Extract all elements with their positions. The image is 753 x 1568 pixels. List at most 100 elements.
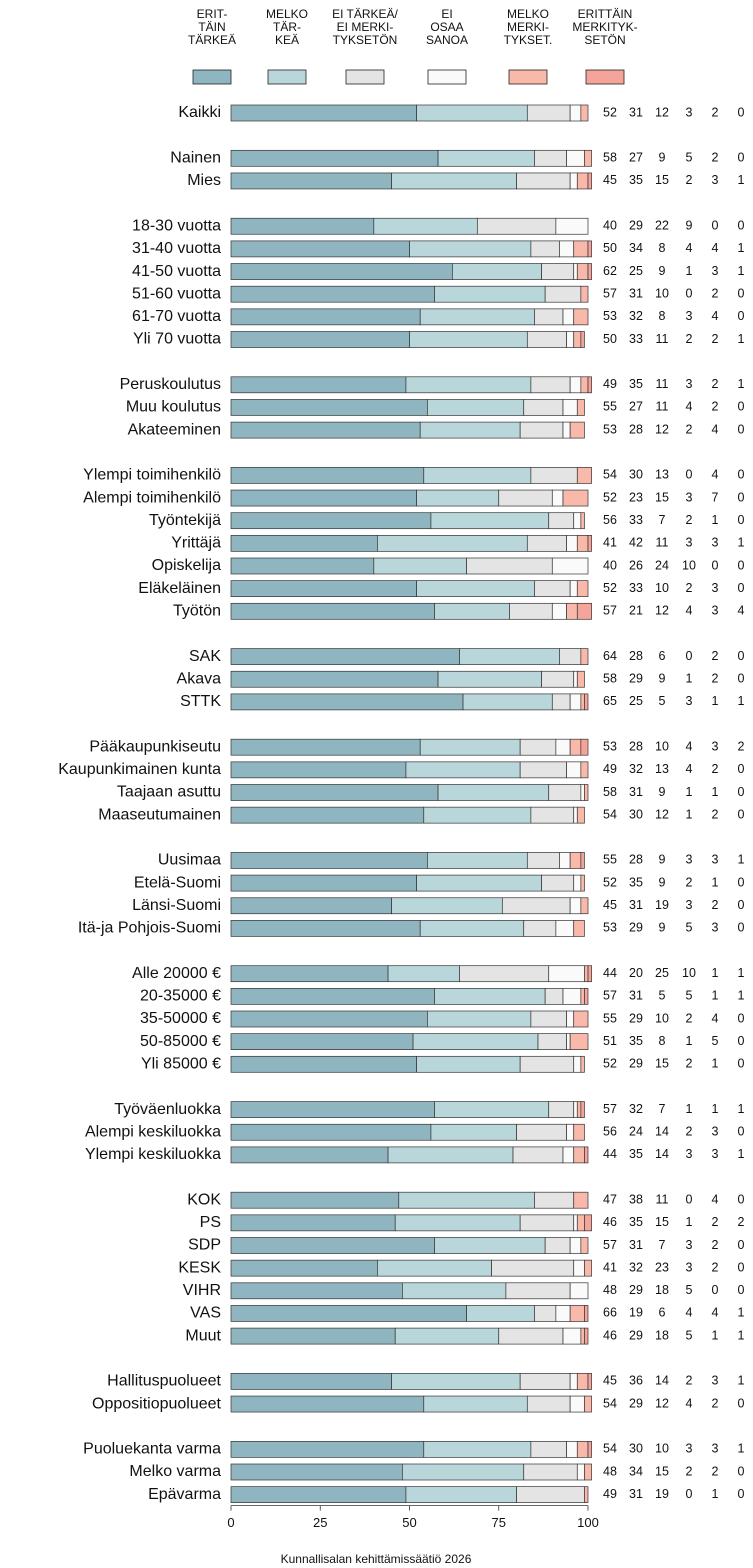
- bar-segment: [230, 149, 439, 167]
- value-label: 1: [738, 264, 745, 278]
- bar-segment: [230, 806, 425, 824]
- bar-segment: [423, 1440, 532, 1458]
- bar-segment: [580, 761, 589, 779]
- bar-segment: [580, 376, 589, 394]
- bar-segment: [555, 217, 589, 235]
- bar-segment: [544, 1237, 571, 1254]
- value-label: 2: [712, 649, 719, 663]
- value-label: 29: [629, 1283, 643, 1297]
- value-label: 3: [712, 264, 719, 278]
- value-label: 10: [655, 739, 669, 753]
- bar-segment: [587, 263, 592, 280]
- bar-segment: [230, 965, 389, 983]
- bar-segment: [230, 738, 421, 756]
- bar-segment: [544, 285, 582, 303]
- bar-segment: [230, 1282, 403, 1300]
- x-tick-label: 25: [313, 1515, 327, 1530]
- value-label: 1: [738, 1147, 745, 1161]
- value-label: 5: [686, 151, 693, 165]
- value-label: 3: [686, 1442, 693, 1456]
- bar-segment: [573, 1191, 589, 1209]
- bar-segment: [230, 421, 421, 439]
- value-label: 53: [603, 422, 617, 436]
- bar-segment: [562, 1327, 582, 1345]
- value-label: 14: [655, 1125, 669, 1139]
- value-label: 4: [712, 1306, 719, 1320]
- value-label: 45: [603, 1374, 617, 1388]
- value-label: 0: [738, 875, 745, 889]
- category-label: SAK: [189, 648, 221, 665]
- bar-segment: [419, 421, 521, 439]
- bar-segment: [587, 240, 592, 258]
- source: Kunnallisalan kehittämissäätiö 2026: [281, 1552, 472, 1566]
- bar-segment: [409, 331, 528, 348]
- value-label: 4: [686, 1306, 693, 1320]
- bar-segment: [459, 648, 560, 665]
- value-label: 6: [659, 1306, 666, 1320]
- category-label: Akava: [177, 670, 222, 687]
- value-label: 34: [629, 1464, 643, 1478]
- category-label: Muut: [185, 1327, 221, 1344]
- bar-segment: [391, 172, 517, 190]
- bar-segment: [373, 217, 478, 235]
- value-label: 0: [738, 309, 745, 323]
- bar-segment: [230, 897, 392, 915]
- value-label: 3: [712, 1125, 719, 1139]
- value-label: 2: [712, 1238, 719, 1252]
- value-label: 5: [659, 989, 666, 1003]
- bar-segment: [566, 1123, 575, 1141]
- bar-segment: [416, 874, 542, 892]
- value-label: 9: [659, 151, 666, 165]
- value-label: 0: [738, 468, 745, 482]
- bar-segment: [566, 1440, 578, 1458]
- value-label: 0: [738, 672, 745, 686]
- value-label: 8: [659, 309, 666, 323]
- legend-swatch: [345, 69, 385, 85]
- value-label: 2: [738, 1215, 745, 1229]
- bar-segment: [230, 285, 435, 303]
- value-label: 15: [655, 1215, 669, 1229]
- legend-swatch: [192, 69, 232, 85]
- value-label: 2: [712, 807, 719, 821]
- value-label: 2: [712, 672, 719, 686]
- bar-segment: [569, 580, 578, 598]
- value-label: 1: [686, 785, 693, 799]
- bar-segment: [377, 534, 528, 552]
- bar-segment: [419, 920, 525, 937]
- value-label: 35: [629, 377, 643, 391]
- value-label: 0: [738, 490, 745, 504]
- value-label: 13: [655, 468, 669, 482]
- category-label: Melko varma: [129, 1463, 221, 1480]
- x-tick-label: 0: [227, 1515, 234, 1530]
- value-label: 3: [712, 1374, 719, 1388]
- value-label: 3: [712, 173, 719, 187]
- bar-segment: [587, 534, 592, 552]
- value-label: 12: [655, 422, 669, 436]
- value-label: 32: [629, 1260, 643, 1274]
- bar-segment: [573, 331, 582, 348]
- value-label: 27: [629, 151, 643, 165]
- bar-segment: [580, 648, 589, 665]
- bar-segment: [462, 693, 553, 711]
- value-label: 0: [738, 1057, 745, 1071]
- bar-segment: [576, 1214, 585, 1232]
- bar-segment: [530, 467, 578, 484]
- category-label: Muu koulutus: [126, 399, 221, 416]
- value-label: 0: [686, 1487, 693, 1501]
- value-label: 1: [738, 966, 745, 980]
- value-label: 0: [738, 422, 745, 436]
- value-label: 3: [712, 921, 719, 935]
- value-label: 2: [686, 1011, 693, 1025]
- bar-segment: [569, 897, 582, 915]
- value-label: 4: [686, 604, 693, 618]
- bar-segment: [541, 670, 575, 688]
- bar-segment: [530, 806, 575, 824]
- bar-segment: [569, 1282, 589, 1300]
- value-label: 1: [712, 694, 719, 708]
- value-label: 4: [686, 739, 693, 753]
- bar-segment: [562, 421, 571, 439]
- bar-segment: [434, 285, 546, 303]
- value-label: 57: [603, 1102, 617, 1116]
- value-label: 15: [655, 490, 669, 504]
- bar-segment: [466, 557, 553, 575]
